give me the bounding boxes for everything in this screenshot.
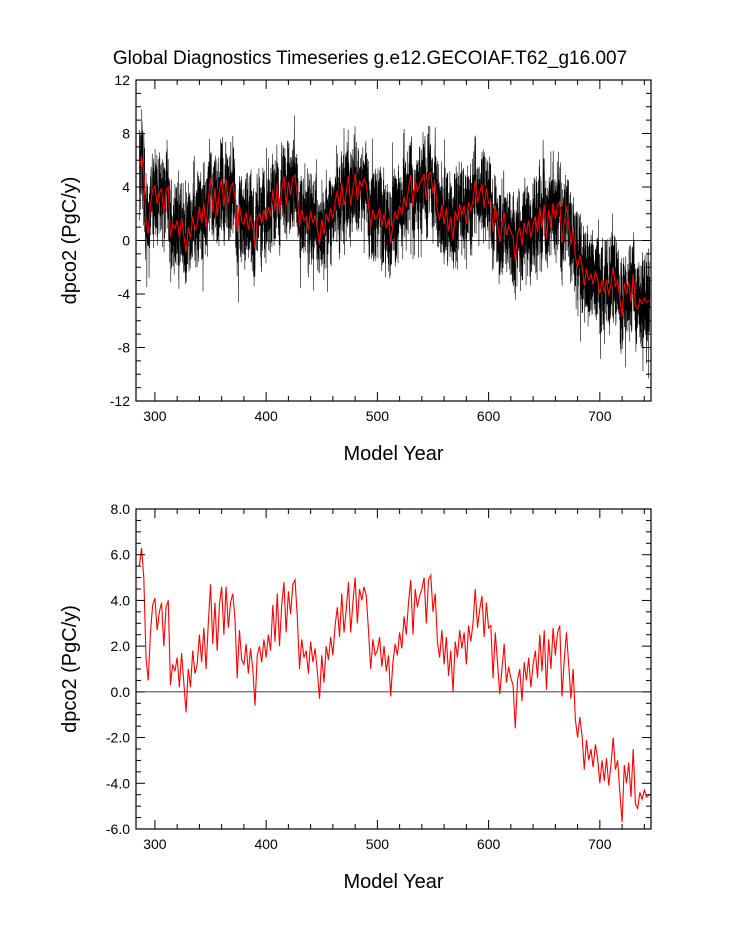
- x-axis-label: Model Year: [343, 871, 443, 893]
- x-tick-label: 300: [143, 408, 167, 424]
- y-tick-label: 8.0: [111, 501, 131, 517]
- y-tick-label: -8: [118, 340, 131, 356]
- y-tick-label: 12: [114, 72, 130, 88]
- y-tick-label: 2.0: [111, 638, 131, 654]
- x-tick-label: 700: [588, 836, 612, 852]
- y-tick-label: -4.0: [106, 775, 130, 791]
- y-tick-label: -4: [118, 286, 131, 302]
- y-tick-label: -12: [110, 393, 130, 409]
- y-tick-label: -6.0: [106, 821, 130, 837]
- x-tick-label: 500: [366, 408, 390, 424]
- y-tick-label: 8: [122, 126, 130, 142]
- y-tick-label: 4.0: [111, 592, 131, 608]
- x-tick-label: 400: [254, 408, 278, 424]
- y-tick-label: 6.0: [111, 547, 131, 563]
- x-tick-label: 400: [254, 836, 278, 852]
- y-tick-label: 4: [122, 179, 130, 195]
- y-axis-label: dpco2 (PgC/y): [59, 605, 81, 733]
- x-tick-label: 300: [143, 836, 167, 852]
- y-axis-label: dpco2 (PgC/y): [59, 177, 81, 305]
- x-tick-label: 500: [366, 836, 390, 852]
- plot-frame: [135, 508, 652, 830]
- plot-area: [138, 109, 651, 379]
- series-line-monthly: [139, 109, 651, 379]
- series-line-annual-mean: [138, 156, 651, 317]
- bottom-panel: 300 400 500 600 700 -6.0 -4.0 -2.0 0.0 2.0 4.0 6.0 8…: [59, 501, 652, 893]
- top-panel: 300 400 500 600 700 -12 -8 -4 0 4 8 12 Model Year dpc…: [59, 72, 652, 465]
- y-tick-label: -2.0: [106, 730, 130, 746]
- y-tick-label: 0.0: [111, 684, 131, 700]
- x-tick-label: 700: [588, 408, 612, 424]
- x-axis-label: Model Year: [343, 443, 443, 465]
- plot-area: [138, 547, 651, 823]
- y-tick-label: 0: [122, 233, 130, 249]
- figure-title: Global Diagnostics Timeseries g.e12.GECO…: [113, 48, 627, 69]
- x-tick-label: 600: [477, 408, 501, 424]
- series-line-annual-mean: [138, 547, 651, 823]
- x-tick-label: 600: [477, 836, 501, 852]
